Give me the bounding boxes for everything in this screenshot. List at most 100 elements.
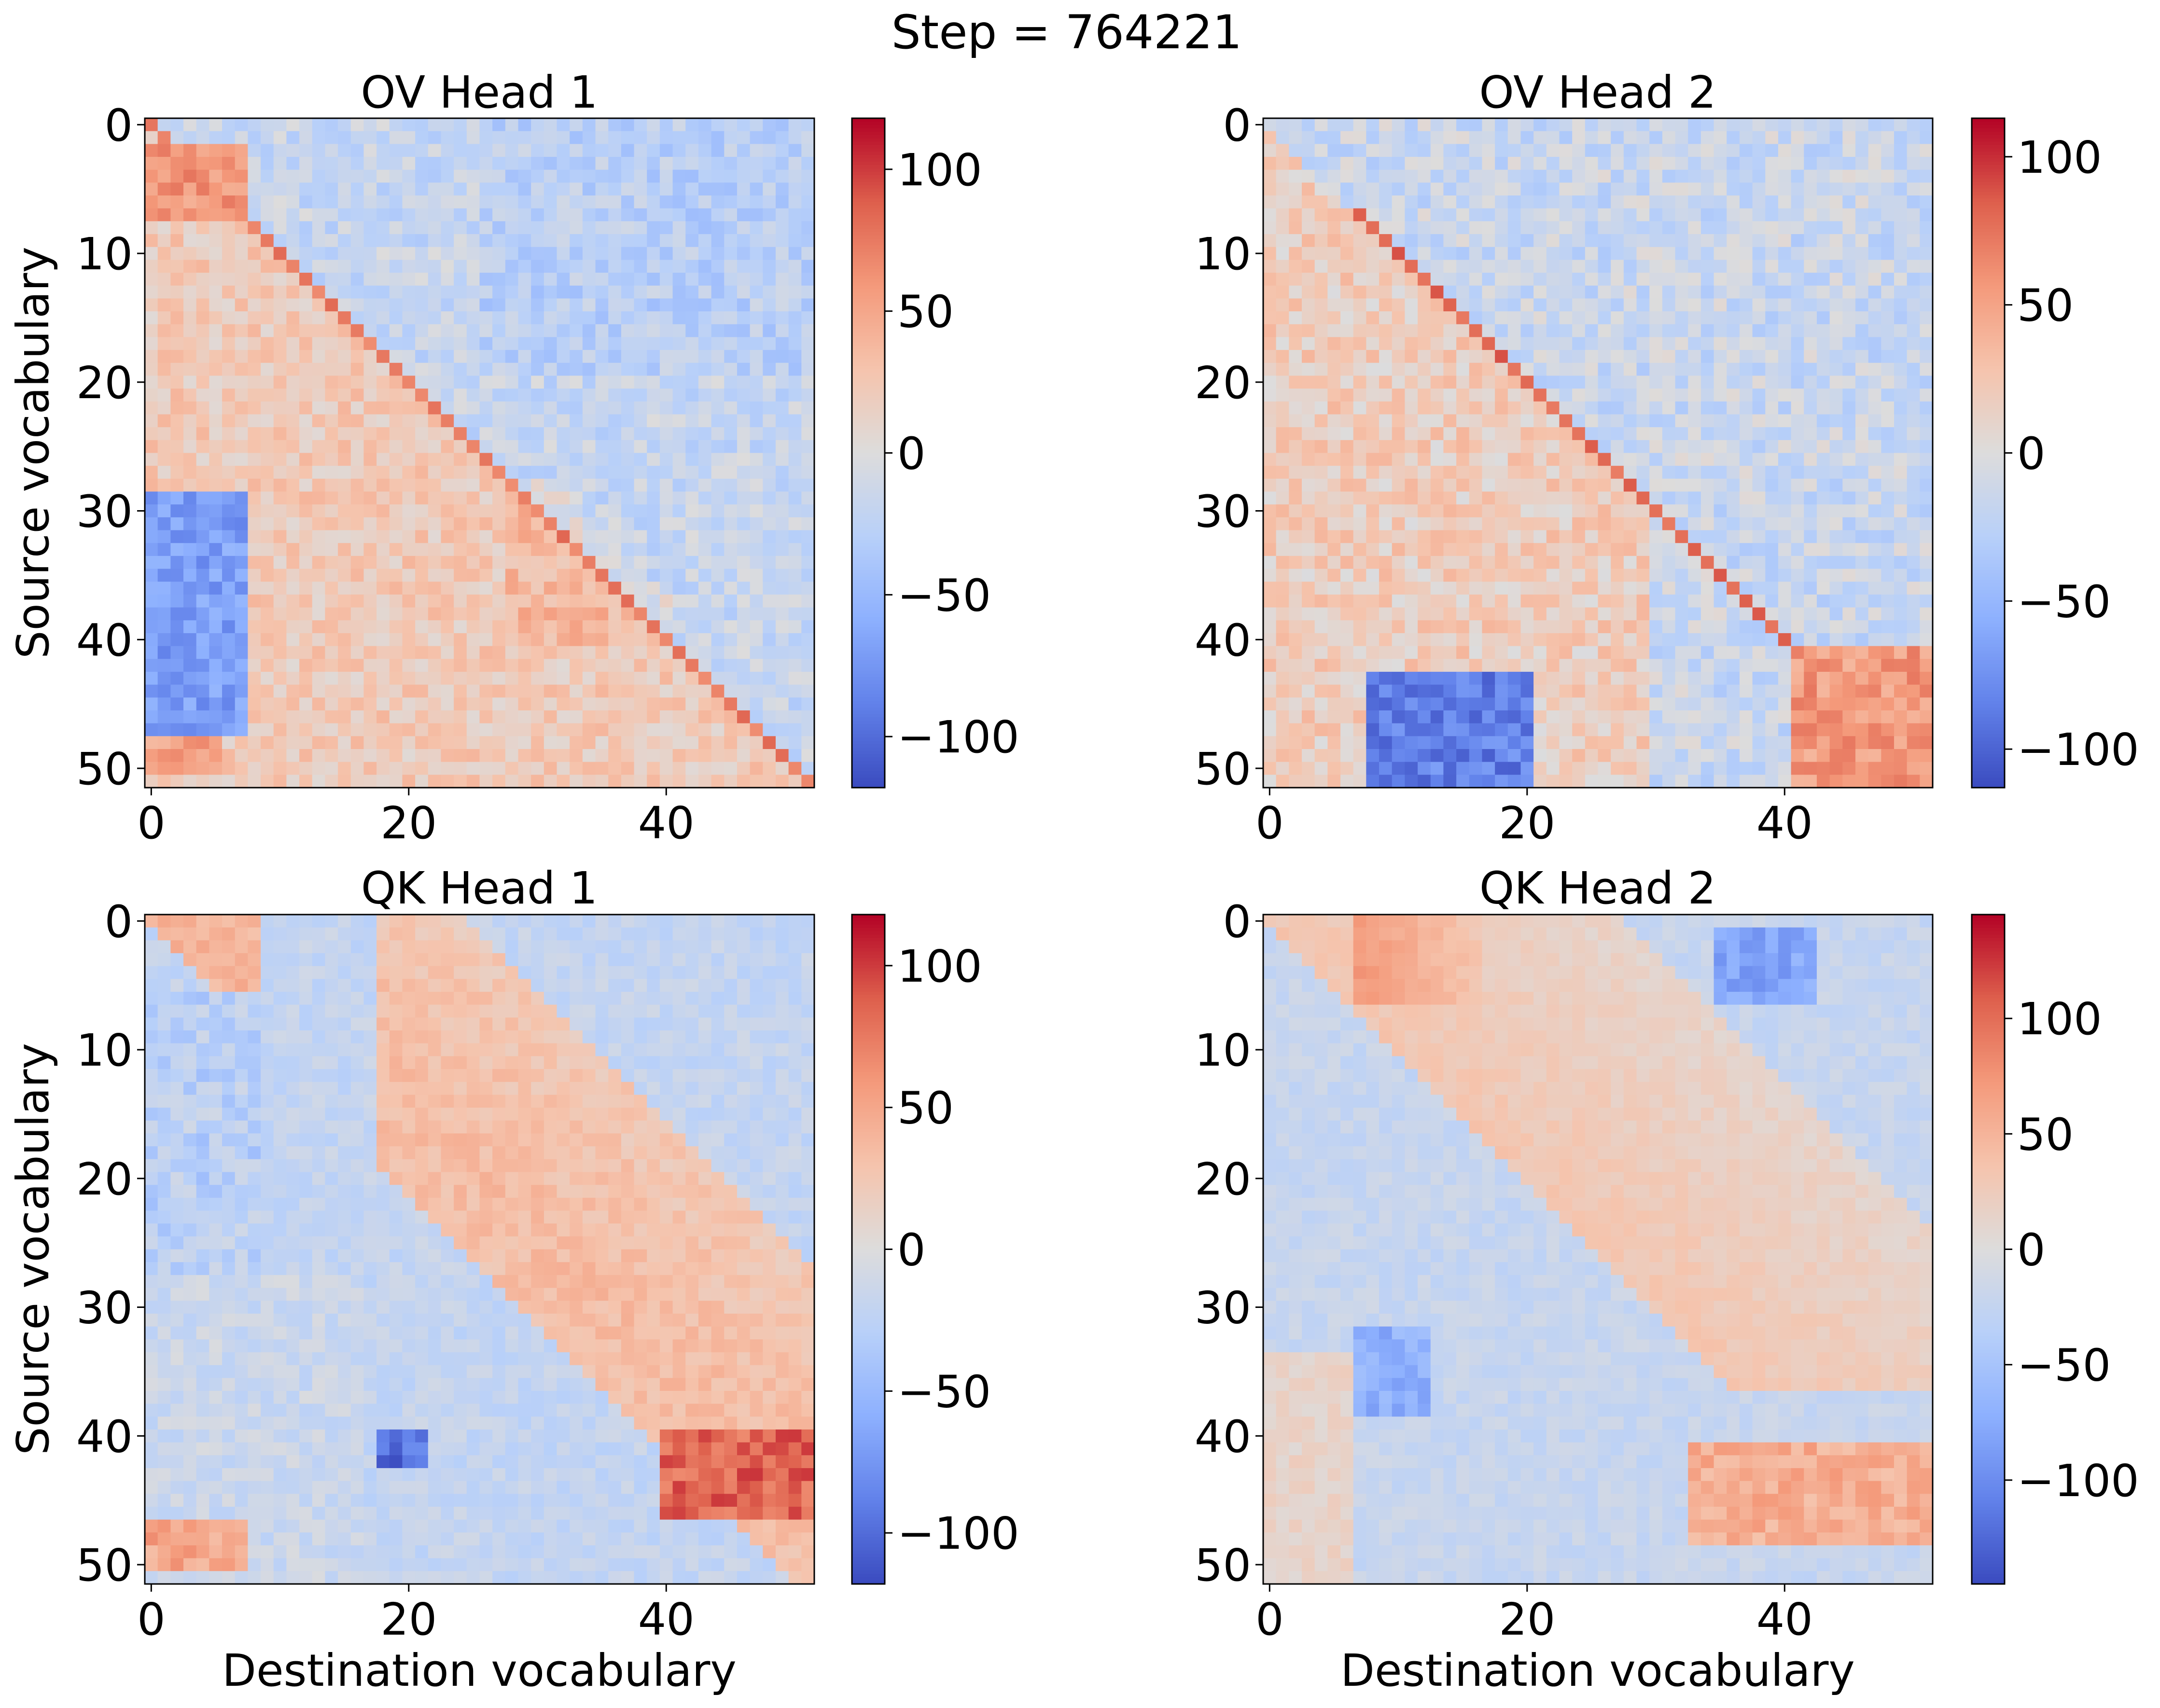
heatmap-cell <box>235 182 248 196</box>
heatmap-cell <box>582 633 596 647</box>
heatmap-cell <box>1894 311 1908 325</box>
heatmap-cell <box>1469 362 1483 376</box>
heatmap-cell <box>1482 491 1495 505</box>
heatmap-cell <box>454 234 467 248</box>
heatmap-cell <box>711 337 725 350</box>
heatmap-cell <box>1636 131 1650 144</box>
heatmap-cell <box>209 723 223 736</box>
heatmap-cell <box>1598 517 1611 531</box>
heatmap-cell <box>312 453 326 466</box>
heatmap-cell <box>647 659 660 672</box>
heatmap-cell <box>145 414 158 428</box>
x-tick-label: 0 <box>137 797 166 849</box>
heatmap-cell <box>492 337 506 350</box>
heatmap-cell <box>737 684 751 698</box>
heatmap-cell <box>170 659 184 672</box>
heatmap-cell <box>788 491 802 505</box>
heatmap-cell <box>222 466 236 479</box>
heatmap-cell <box>376 221 390 235</box>
heatmap-cell <box>1520 350 1534 363</box>
heatmap-cell <box>1302 466 1315 479</box>
heatmap-cell <box>1623 478 1637 492</box>
heatmap-cell <box>222 234 236 248</box>
heatmap-cell <box>479 684 493 698</box>
heatmap-cell <box>1842 118 1856 132</box>
heatmap-cell <box>1636 208 1650 222</box>
heatmap-cell <box>1585 260 1599 273</box>
heatmap-cell <box>1276 157 1289 170</box>
heatmap-cell <box>1289 169 1302 183</box>
heatmap-cell <box>1495 337 1508 350</box>
heatmap-cell <box>750 607 763 621</box>
heatmap-cell <box>1507 440 1521 454</box>
heatmap-cell <box>273 659 287 672</box>
heatmap-cell <box>724 723 738 736</box>
heatmap-cell <box>1340 478 1354 492</box>
heatmap-cell <box>1443 131 1457 144</box>
heatmap-cell <box>1623 440 1637 454</box>
heatmap-cell <box>1495 491 1508 505</box>
heatmap-cell <box>737 530 751 543</box>
heatmap-cell <box>1456 466 1470 479</box>
heatmap-cell <box>737 633 751 647</box>
heatmap-cell <box>1366 234 1380 248</box>
heatmap-cell <box>505 453 519 466</box>
heatmap-cell <box>775 169 789 183</box>
heatmap-cell <box>1636 401 1650 415</box>
heatmap-cell <box>737 453 751 466</box>
heatmap-cell <box>801 659 815 672</box>
heatmap-cell <box>1366 247 1380 260</box>
heatmap-cell <box>338 247 351 260</box>
heatmap-cell <box>222 762 236 775</box>
heatmap-cell <box>286 414 300 428</box>
heatmap-cell <box>1263 555 1277 569</box>
heatmap-cell <box>1495 478 1508 492</box>
heatmap-cell <box>1340 337 1354 350</box>
heatmap-cell <box>647 131 660 144</box>
heatmap-cell <box>1816 144 1830 157</box>
heatmap-cell <box>1714 350 1727 363</box>
heatmap-cell <box>441 569 454 582</box>
heatmap-cell <box>1366 620 1380 634</box>
heatmap-cell <box>659 466 673 479</box>
heatmap-cell <box>1636 466 1650 479</box>
heatmap-cell <box>1727 285 1740 299</box>
heatmap-cell <box>1366 221 1380 235</box>
heatmap-cell <box>672 157 686 170</box>
heatmap-cell <box>724 594 738 608</box>
heatmap-cell <box>441 247 454 260</box>
heatmap-cell <box>1379 555 1393 569</box>
heatmap-cell <box>286 466 300 479</box>
heatmap-cell <box>145 543 158 556</box>
colorbar-segment <box>852 784 885 788</box>
heatmap-cell <box>518 569 531 582</box>
heatmap-cell <box>647 762 660 775</box>
heatmap-cell <box>1263 427 1277 441</box>
colorbar-segment <box>852 613 885 618</box>
heatmap-cell <box>1418 247 1431 260</box>
heatmap-cell <box>492 478 506 492</box>
heatmap-cell <box>402 607 416 621</box>
heatmap-cell <box>157 427 171 441</box>
heatmap-cell <box>1662 504 1676 518</box>
heatmap-cell <box>402 440 416 454</box>
heatmap-cell <box>621 543 635 556</box>
heatmap-cell <box>724 337 738 350</box>
heatmap-cell <box>531 362 544 376</box>
heatmap-cell <box>1520 337 1534 350</box>
heatmap-cell <box>570 195 583 209</box>
heatmap-cell <box>1700 569 1714 582</box>
heatmap-cell <box>1611 169 1624 183</box>
heatmap-cell <box>1752 427 1766 441</box>
heatmap-cell <box>1392 453 1405 466</box>
heatmap-cell <box>1791 169 1804 183</box>
heatmap-cell <box>402 157 416 170</box>
heatmap-cell <box>698 440 712 454</box>
heatmap-cell <box>1727 337 1740 350</box>
heatmap-cell <box>1495 234 1508 248</box>
heatmap-cell <box>1366 298 1380 312</box>
heatmap-cell <box>183 260 197 273</box>
heatmap-cell <box>608 144 622 157</box>
heatmap-cell <box>543 311 557 325</box>
